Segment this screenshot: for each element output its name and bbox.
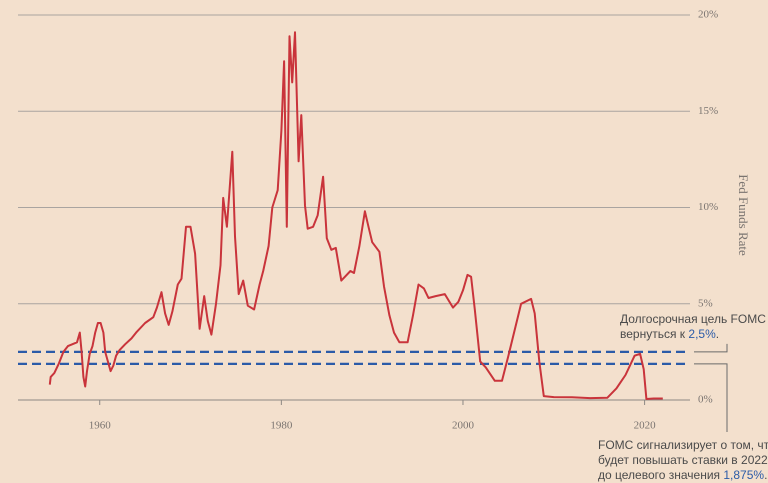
- annotation: Долгосрочная цель FOMC: [620, 312, 766, 326]
- x-tick-label: 1980: [270, 420, 293, 432]
- annotation-text: вернуться к: [620, 327, 688, 341]
- y-axis-label: Fed Funds Rate: [736, 174, 751, 256]
- annotation-text: до целевого значения: [598, 468, 723, 482]
- annotation-highlight: 1,875%: [723, 468, 764, 482]
- annotation-suffix: .: [764, 468, 767, 482]
- connector: [694, 343, 728, 353]
- y-tick-label: 5%: [698, 297, 713, 309]
- annotation: FOMC сигнализирует о том, что: [598, 438, 768, 452]
- x-tick-label: 1960: [89, 420, 112, 432]
- annotation: будет повышать ставки в 2022: [598, 453, 768, 467]
- y-tick-label: 15%: [698, 105, 718, 117]
- annotation-text: будет повышать ставки в 2022: [598, 453, 768, 467]
- connector: [694, 363, 728, 432]
- annotation-text: Долгосрочная цель FOMC: [620, 312, 766, 326]
- annotation-suffix: .: [716, 327, 719, 341]
- x-tick-label: 2000: [452, 420, 475, 432]
- y-tick-label: 10%: [698, 201, 718, 213]
- data-line: [48, 31, 663, 400]
- y-tick-label: 0%: [698, 394, 713, 406]
- annotation-highlight: 2,5%: [688, 327, 716, 341]
- annotation: до целевого значения 1,875%.: [598, 468, 767, 482]
- y-tick-label: 20%: [698, 9, 718, 21]
- x-tick-label: 2020: [634, 420, 657, 432]
- annotation: вернуться к 2,5%.: [620, 327, 719, 341]
- annotation-text: FOMC сигнализирует о том, что: [598, 438, 768, 452]
